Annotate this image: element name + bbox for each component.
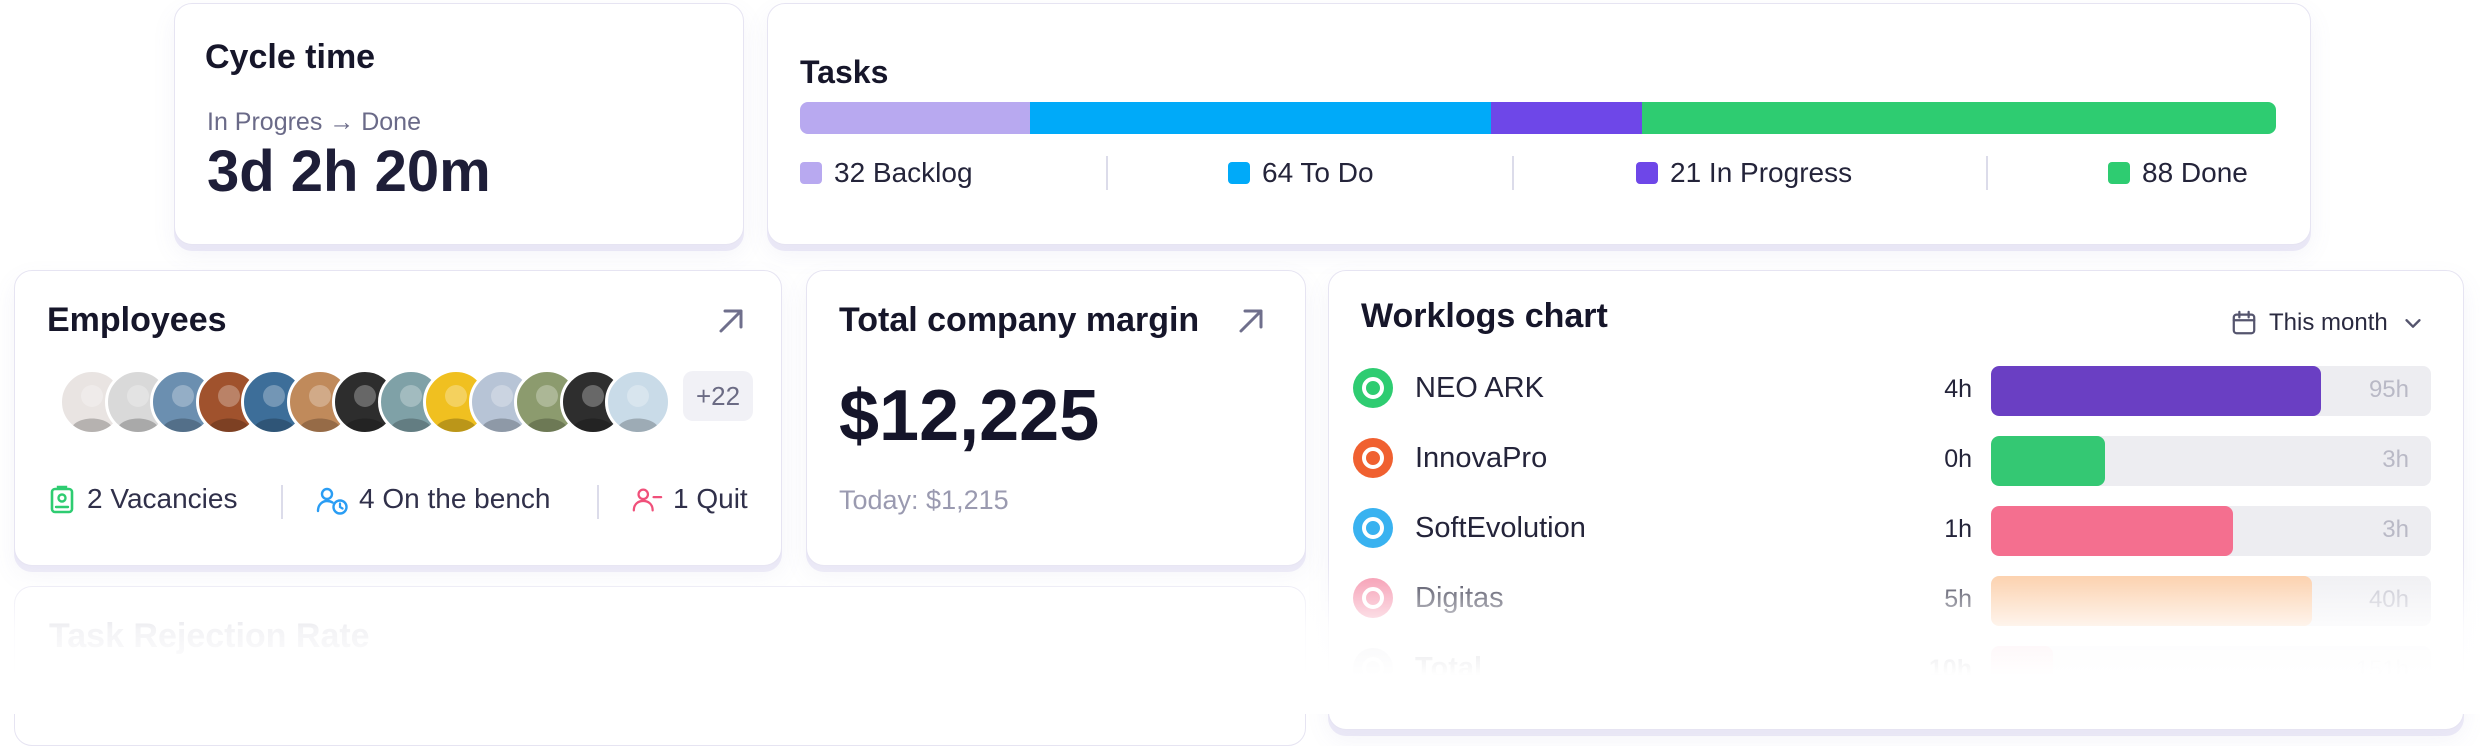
worklog-hours: 0h (1944, 445, 1972, 473)
worklog-project-name: NEO ARK (1415, 372, 1544, 404)
tasks-bar-segment (1491, 102, 1643, 134)
worklog-bar-track: 95h (1991, 366, 2431, 416)
vacancies-count: 2 Vacancies (87, 483, 238, 514)
worklog-project-name: SoftEvolution (1415, 512, 1586, 544)
worklog-bar-track: 3h (1991, 506, 2431, 556)
vacancy-icon (50, 485, 74, 514)
margin-card: Total company margin $12,225 Today: $1,2… (806, 270, 1306, 566)
tasks-bar-segment (1642, 102, 2276, 134)
worklog-row[interactable]: InnovaPro 0h 3h (1329, 431, 2463, 491)
worklog-row[interactable]: NEO ARK 4h 95h (1329, 361, 2463, 421)
tasks-card: Tasks 32 Backlog 64 To Do 21 In Progress 88… (767, 3, 2311, 245)
bench-icon (316, 487, 348, 515)
worklogs-title: Worklogs chart (1361, 297, 1608, 335)
tasks-progress-bar (800, 102, 2276, 134)
period-label: This month (2269, 309, 2388, 336)
quit-icon (632, 488, 663, 512)
worklog-hours: 5h (1944, 585, 1972, 613)
worklog-project-name: Total (1415, 652, 1483, 684)
tasks-legend-item: 64 To Do (1228, 157, 1374, 189)
legend-swatch (1228, 162, 1250, 184)
quit-count: 1 Quit (673, 483, 748, 514)
tasks-legend-item: 32 Backlog (800, 157, 973, 189)
worklog-max-hours: 3h (2382, 516, 2409, 543)
cycle-time-card: Cycle time In Progres → Done 3d 2h 20m (174, 3, 744, 245)
legend-label: 88 Done (2142, 157, 2248, 188)
company-logo-icon (1353, 368, 1393, 408)
cycle-time-subtitle: In Progres → Done (207, 108, 421, 136)
tasks-legend-item: 88 Done (2108, 157, 2248, 189)
tasks-bar-segment (800, 102, 1031, 134)
divider (597, 485, 599, 519)
margin-today: Today: $1,215 (839, 485, 1009, 515)
worklog-row[interactable]: SoftEvolution 1h 3h (1329, 501, 2463, 561)
worklog-bar-fill (1991, 646, 2053, 696)
worklog-row[interactable]: Total 10h 151h (1329, 641, 2463, 701)
avatar[interactable] (605, 369, 671, 435)
open-employees-icon[interactable] (711, 301, 751, 341)
worklogs-card: Worklogs chart This month NEO ARK 4h 95h In… (1328, 270, 2464, 730)
cycle-time-title: Cycle time (205, 38, 376, 76)
worklog-bar-track: 3h (1991, 436, 2431, 486)
company-logo-icon (1353, 648, 1393, 688)
tasks-bar-segment (1030, 102, 1492, 134)
worklog-bar-fill (1991, 576, 2313, 626)
bench-count: 4 On the bench (359, 483, 551, 514)
tasks-legend-item: 21 In Progress (1636, 157, 1852, 189)
legend-swatch (2108, 162, 2130, 184)
worklog-max-hours: 3h (2382, 446, 2409, 473)
worklog-max-hours: 95h (2368, 376, 2409, 403)
legend-divider (1106, 156, 1108, 190)
chevron-down-icon (2405, 319, 2421, 328)
rejection-card: Task Rejection Rate (14, 586, 1306, 746)
employees-card: Employees +22 2 Vacancies 4 On the bench… (14, 270, 782, 566)
worklog-row[interactable]: Digitas 5h 40h (1329, 571, 2463, 631)
margin-title: Total company margin (839, 301, 1200, 339)
more-employees-badge[interactable]: +22 (683, 371, 753, 421)
worklog-bar-fill (1991, 506, 2233, 556)
open-margin-icon[interactable] (1231, 301, 1271, 341)
employees-title: Employees (47, 301, 227, 339)
worklog-max-hours: 151h (2355, 656, 2409, 683)
worklog-bar-fill (1991, 366, 2321, 416)
worklog-bar-track: 151h (1991, 646, 2431, 696)
worklog-bar-fill (1991, 436, 2106, 486)
period-dropdown[interactable]: This month (2231, 303, 2424, 343)
worklog-bar-track: 40h (1991, 576, 2431, 626)
calendar-icon (2232, 310, 2256, 335)
legend-label: 21 In Progress (1670, 157, 1853, 188)
worklog-hours: 1h (1944, 515, 1972, 543)
tasks-title: Tasks (800, 54, 889, 90)
divider (281, 485, 283, 519)
legend-label: 32 Backlog (834, 157, 973, 188)
worklog-max-hours: 40h (2368, 586, 2409, 613)
worklog-project-name: Digitas (1415, 582, 1504, 614)
company-logo-icon (1353, 438, 1393, 478)
cycle-time-value: 3d 2h 20m (207, 139, 491, 204)
worklog-hours: 4h (1944, 375, 1972, 403)
legend-divider (1512, 156, 1514, 190)
company-logo-icon (1353, 508, 1393, 548)
legend-swatch (800, 162, 822, 184)
margin-value: $12,225 (839, 376, 1100, 456)
company-logo-icon (1353, 578, 1393, 618)
legend-swatch (1636, 162, 1658, 184)
worklog-hours: 10h (1928, 655, 1972, 683)
rejection-title: Task Rejection Rate (49, 617, 370, 655)
legend-divider (1986, 156, 1988, 190)
legend-label: 64 To Do (1262, 157, 1374, 188)
worklog-project-name: InnovaPro (1415, 442, 1548, 474)
